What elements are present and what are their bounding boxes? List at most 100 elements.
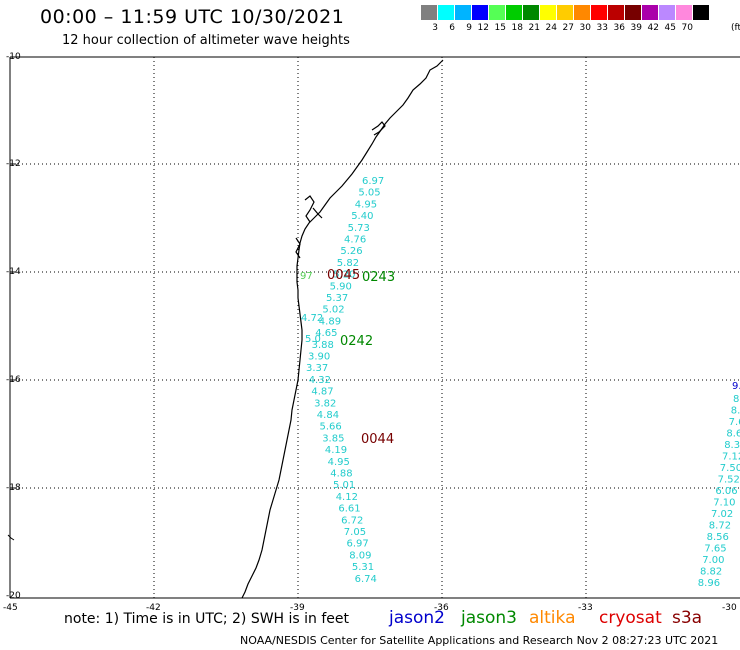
lon-label: -39 <box>290 603 305 613</box>
wave-height-value: 97 <box>300 271 313 282</box>
wave-height-value: 8.09 <box>349 550 371 561</box>
lat-label: -10 <box>6 52 21 62</box>
legend-swatch <box>625 5 642 20</box>
wave-height-value: 8.38 <box>724 440 740 451</box>
legend-unit: (ft) <box>731 23 740 33</box>
wave-height-value: 8. <box>731 406 740 417</box>
wave-height-value: 8. <box>733 394 740 405</box>
wave-height-value: 3.37 <box>306 363 328 374</box>
grid-lines <box>10 56 740 599</box>
lat-label: -14 <box>6 267 21 277</box>
legend-label: 42 <box>647 23 659 33</box>
wave-height-value: 5.82 <box>337 258 359 269</box>
legend-swatch <box>676 5 693 20</box>
legend-swatch <box>591 5 608 20</box>
legend-label: 45 <box>664 23 676 33</box>
wave-height-value: 4.76 <box>344 235 366 246</box>
legend-swatch <box>421 5 438 20</box>
credit-line: NOAA/NESDIS Center for Satellite Applica… <box>240 634 719 647</box>
legend-swatch <box>455 5 472 20</box>
satellite-s3a: s3a <box>672 608 703 628</box>
map-title: 00:00 – 11:59 UTC 10/30/2021 <box>40 6 345 28</box>
wave-height-value: 4.89 <box>319 316 341 327</box>
satellite-cryosat: cryosat <box>599 608 662 628</box>
legend-label: 33 <box>596 23 608 33</box>
wave-height-value: 5.26 <box>340 246 362 257</box>
wave-height-value: 7.05 <box>344 527 366 538</box>
wave-height-value: 9. <box>732 381 740 392</box>
wave-height-value: 8.72 <box>709 521 731 532</box>
legend-swatch <box>642 5 659 20</box>
legend-swatch <box>540 5 557 20</box>
wave-height-value: 5.37 <box>326 293 348 304</box>
legend-label: 21 <box>528 23 540 33</box>
legend-swatch <box>608 5 625 20</box>
wave-height-value: 7.12 <box>722 452 740 463</box>
wave-height-value: 4.84 <box>317 410 339 421</box>
satellite-jason3: jason3 <box>461 608 517 628</box>
wave-height-value: 4.65 <box>315 328 337 339</box>
wave-height-value: 5.0 <box>305 334 321 345</box>
wave-height-value: 7.6 <box>729 417 740 428</box>
legend-swatch <box>489 5 506 20</box>
lon-label: -36 <box>434 603 449 613</box>
time-tag: 0045 <box>327 268 360 283</box>
wave-height-value: 7.52 <box>718 475 740 486</box>
lat-label: -18 <box>6 483 21 493</box>
wave-height-value: 6.74 <box>355 574 377 585</box>
coastline-inlet <box>295 121 386 259</box>
wave-height-value: 5.05 <box>358 188 380 199</box>
lon-label: -30 <box>722 603 737 613</box>
wave-height-value: 4.88 <box>330 469 352 480</box>
wave-height-value: 5.01 <box>333 480 355 491</box>
wave-height-value: 5.20 <box>333 270 355 281</box>
wave-height-value: 6.97 <box>347 539 369 550</box>
lon-label: -33 <box>578 603 593 613</box>
wave-height-value: 6.06 <box>715 486 737 497</box>
wave-height-value: 5.66 <box>320 422 342 433</box>
wave-height-value: 5.40 <box>351 211 373 222</box>
legend-swatch <box>574 5 591 20</box>
wave-height-value: 3.88 <box>312 340 334 351</box>
legend-label: 9 <box>466 23 472 33</box>
lon-label: -45 <box>3 603 18 613</box>
legend-label: 70 <box>681 23 693 33</box>
time-tag: 0242 <box>340 334 373 349</box>
wave-height-value: 5.02 <box>322 305 344 316</box>
lat-label: -20 <box>6 591 21 601</box>
legend-swatch <box>506 5 523 20</box>
wave-height-value: 8.56 <box>707 532 729 543</box>
wave-height-value: 8.6 <box>726 429 740 440</box>
wave-height-value: 4.19 <box>325 445 347 456</box>
wave-height-value: 6.72 <box>341 515 363 526</box>
legend-swatch <box>693 5 710 20</box>
wave-height-value: 7.65 <box>704 544 726 555</box>
legend-swatch <box>659 5 676 20</box>
wave-height-value: 7.00 <box>702 555 724 566</box>
wave-height-value: 4.95 <box>355 199 377 210</box>
satellite-jason2: jason2 <box>389 608 445 628</box>
legend-label: 6 <box>449 23 455 33</box>
wave-height-value: 3.85 <box>322 433 344 444</box>
wave-height-value: 4.95 <box>328 457 350 468</box>
time-tag: 0243 <box>362 270 395 285</box>
satellite-altika: altika <box>529 608 576 628</box>
wave-height-value: 5.73 <box>348 223 370 234</box>
legend-swatch <box>557 5 574 20</box>
wave-height-value: 3.90 <box>308 352 330 363</box>
map-subtitle: 12 hour collection of altimeter wave hei… <box>62 33 350 48</box>
legend-swatches <box>421 5 710 20</box>
wave-height-value: 6.97 <box>362 176 384 187</box>
lat-label: -16 <box>6 375 21 385</box>
legend-swatch <box>438 5 455 20</box>
satellite-tracks: 6.975.054.955.405.734.765.265.825.205.90… <box>7 176 740 589</box>
wave-height-value: 4.72 <box>301 313 323 324</box>
legend-label: 24 <box>545 23 557 33</box>
wave-height-value: 7.10 <box>713 498 735 509</box>
legend-label: 36 <box>613 23 625 33</box>
lat-label: -12 <box>6 159 21 169</box>
legend-label: 15 <box>494 23 506 33</box>
legend-label: 39 <box>630 23 642 33</box>
